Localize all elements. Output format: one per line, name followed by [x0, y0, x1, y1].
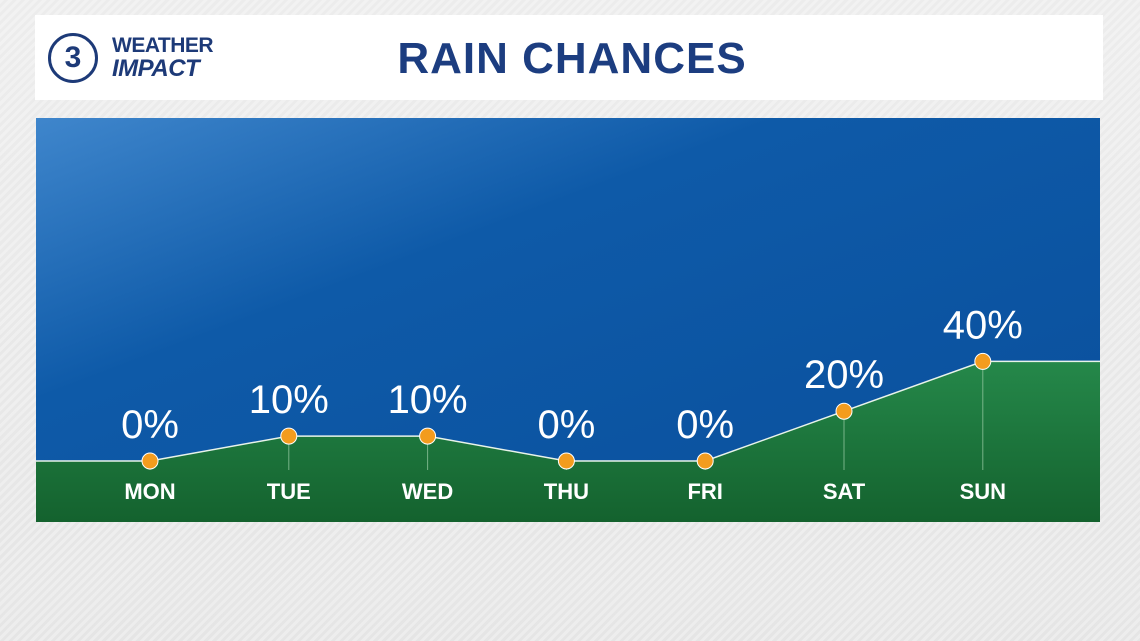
day-label: TUE: [267, 479, 311, 504]
day-label: FRI: [687, 479, 722, 504]
day-label: THU: [544, 479, 589, 504]
day-label: SAT: [823, 479, 866, 504]
data-label: 40%: [943, 303, 1023, 347]
day-label: SUN: [960, 479, 1006, 504]
data-label: 0%: [537, 403, 595, 447]
data-label: 0%: [121, 403, 179, 447]
logo-line-2: IMPACT: [112, 55, 200, 82]
rain-area: [36, 361, 1100, 522]
data-label: 0%: [676, 403, 734, 447]
data-label: 10%: [388, 378, 468, 422]
data-point: [280, 427, 298, 445]
data-label: 10%: [249, 378, 329, 422]
page-title: RAIN CHANCES: [397, 34, 747, 83]
logo-line-1: WEATHER: [112, 34, 214, 57]
data-point: [141, 452, 159, 470]
chart-svg: 0% MON 10% TUE 10% WED 0% THU 0% FRI 20% SAT 40% SUN: [36, 118, 1100, 522]
logo-number-badge: 3: [48, 33, 98, 83]
data-point: [835, 402, 853, 420]
day-label: WED: [402, 479, 453, 504]
data-label: 20%: [804, 353, 884, 397]
data-point: [557, 452, 575, 470]
rain-chance-chart: 0% MON 10% TUE 10% WED 0% THU 0% FRI 20% SAT 40% SUN: [36, 118, 1100, 522]
data-point: [419, 427, 437, 445]
station-logo: 3 WEATHER IMPACT: [48, 33, 268, 83]
data-point: [696, 452, 714, 470]
header-bar: 3 WEATHER IMPACT RAIN CHANCES: [35, 15, 1103, 100]
data-point: [974, 352, 992, 370]
day-label: MON: [124, 479, 175, 504]
